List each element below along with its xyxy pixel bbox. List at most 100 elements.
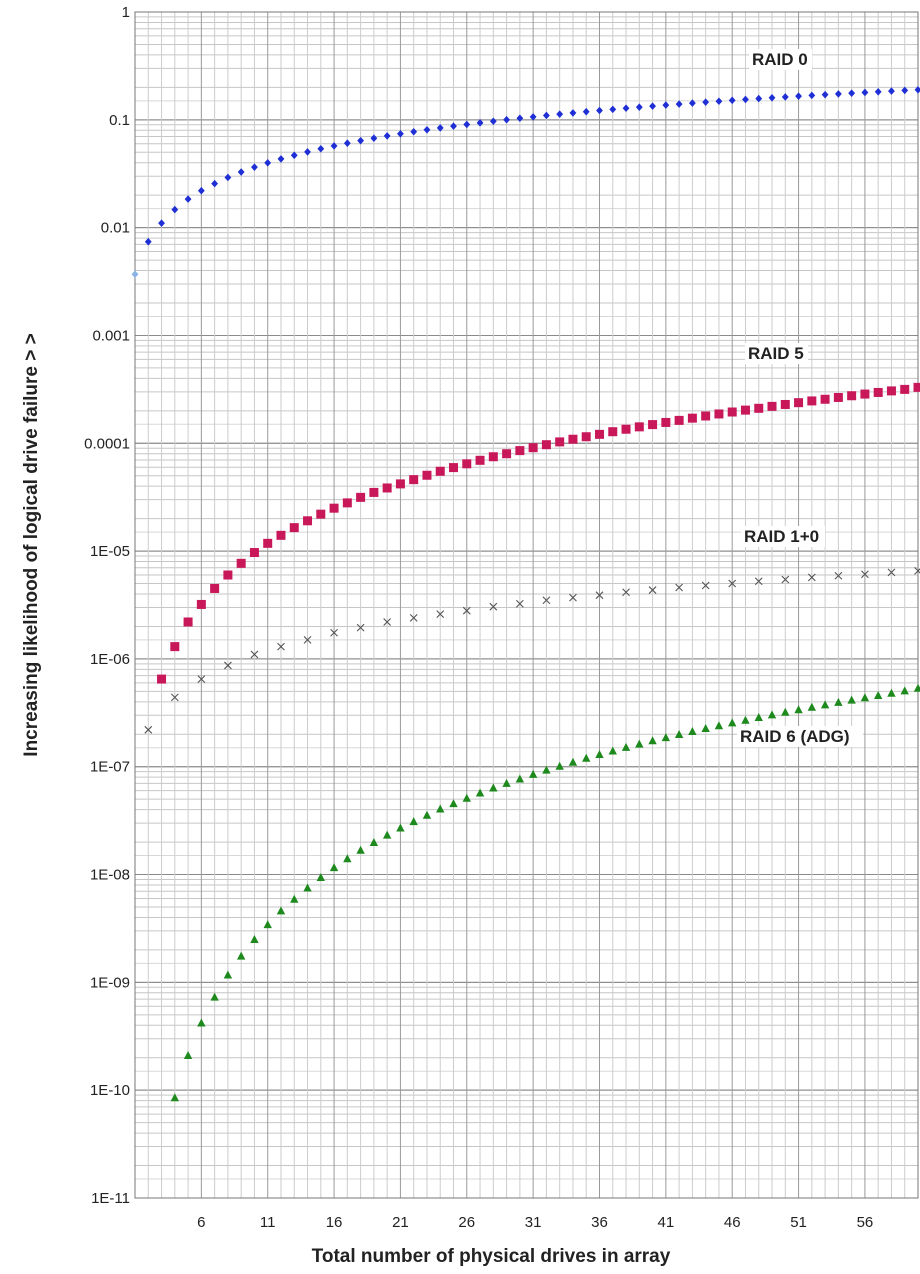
data-point-x [728,579,737,588]
x-stroke [728,579,737,588]
x-stroke [701,581,710,590]
series-label: RAID 5 [748,344,804,363]
data-point-triangle [409,817,418,826]
data-point-triangle [489,783,498,792]
data-point-x [595,591,604,600]
y-tick-label: 0.01 [101,220,130,237]
y-tick-label: 1E-05 [90,543,130,560]
data-point-square [780,399,790,409]
data-point-x [197,675,206,683]
data-point-square [236,558,246,568]
plot-grid [134,11,919,1199]
data-point-diamond [317,144,325,153]
data-point-diamond [184,195,192,203]
data-point-x [277,642,285,651]
x-stroke [224,661,232,670]
data-point-diamond [503,115,510,124]
data-point-square [369,487,379,497]
data-point-diamond [622,104,630,113]
data-point-square [342,498,352,508]
data-point-triangle [900,686,909,695]
data-point-diamond [901,86,909,95]
data-point-square [555,437,565,447]
x-stroke [197,675,206,683]
data-point-diamond [635,103,643,111]
y-tick-label: 1E-09 [90,974,130,991]
data-point-square [515,446,525,456]
data-point-diamond [888,87,895,95]
data-point-x [781,575,790,584]
data-point-diamond [702,98,710,106]
x-stroke [807,573,816,582]
data-point-x [462,606,471,615]
data-point-triangle [329,863,339,872]
data-point-triangle [170,1093,180,1102]
data-point-triangle [356,845,365,854]
data-point-x [675,583,684,592]
data-point-square [356,492,366,502]
x-stroke [781,575,790,584]
data-point-x [250,650,259,659]
x-tick-label: 46 [724,1214,741,1231]
y-tick-label: 1 [122,4,130,21]
data-point-x [542,596,551,605]
y-tick-label: 0.0001 [84,435,130,452]
data-point-square [488,452,498,462]
series-layer [131,85,920,1102]
y-axis-title: Increasing likelihood of logical drive f… [21,333,42,756]
series-label: RAID 0 [752,50,808,69]
series-raid-5 [157,382,920,684]
data-point-square [462,459,472,469]
series-label-background [737,726,863,747]
data-point-diamond [662,101,670,109]
x-tick-label: 36 [591,1214,608,1231]
data-point-triangle [449,799,458,808]
data-point-diamond [582,107,590,116]
data-point-square [727,407,737,417]
x-stroke [144,725,153,734]
data-point-triangle [396,823,405,832]
data-point-triangle [462,793,471,802]
data-point-triangle [621,742,631,751]
data-point-x [436,610,445,619]
data-point-diamond [596,106,603,115]
data-point-triangle [794,705,803,714]
data-point-square [648,420,658,430]
data-point-diamond [755,94,763,103]
x-stroke [250,650,259,659]
data-point-x [914,567,920,575]
y-tick-label: 1E-06 [90,651,130,668]
series-raid-6-adg- [170,683,920,1102]
data-point-diamond [158,219,165,227]
data-point-triangle [873,690,883,699]
x-stroke [277,642,285,651]
x-stroke [303,636,312,644]
data-point-diamond [383,132,391,140]
data-point-diamond [237,168,245,176]
x-axis-title: Total number of physical drives in array [312,1246,671,1267]
data-point-x [701,581,710,590]
data-point-triangle [263,920,272,929]
data-point-triangle [701,724,710,733]
data-point-triangle [343,854,352,863]
data-point-square [395,479,405,489]
x-tick-label: 56 [857,1214,874,1231]
data-point-triangle [807,702,817,711]
data-point-triangle [728,718,737,727]
data-point-diamond [874,87,882,96]
data-point-square [886,386,896,396]
data-point-triangle [860,693,870,702]
data-point-diamond [343,139,351,147]
data-point-triangle [781,707,790,716]
data-point-diamond [144,237,152,246]
data-point-triangle [555,761,564,770]
data-point-square [608,427,618,437]
data-point-x [144,725,153,734]
data-point-triangle [674,730,684,739]
series-labels: RAID 0 RAID 5 RAID 1+0 RAID 6 (ADG) [737,49,863,747]
data-point-triangle [834,697,843,706]
series-label: RAID 1+0 [744,527,819,546]
data-point-diamond [781,93,789,101]
data-point-triangle [754,713,763,722]
x-stroke [834,571,843,580]
